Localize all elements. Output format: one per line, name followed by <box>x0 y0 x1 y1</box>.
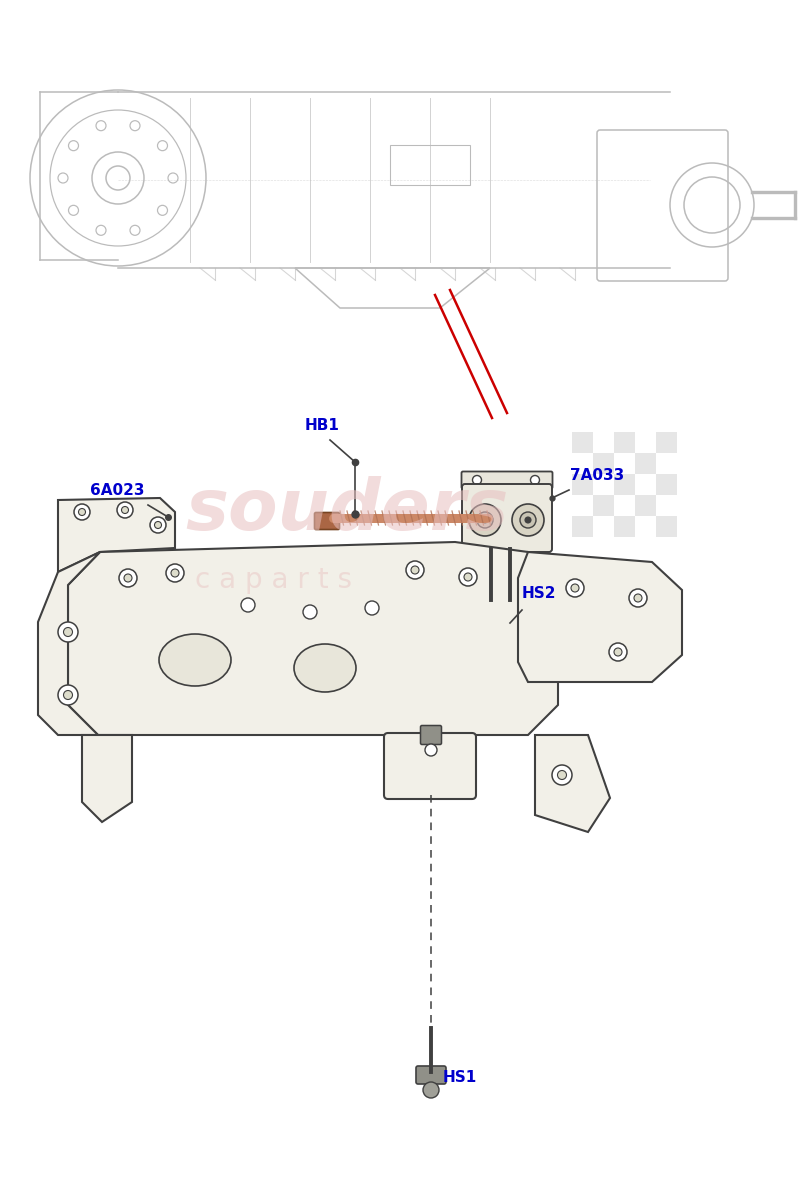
FancyBboxPatch shape <box>384 733 476 799</box>
FancyBboxPatch shape <box>462 484 552 552</box>
Bar <box>572 432 593 452</box>
Circle shape <box>122 506 129 514</box>
Circle shape <box>166 564 184 582</box>
Circle shape <box>459 568 477 586</box>
Circle shape <box>79 509 86 516</box>
Circle shape <box>124 574 132 582</box>
Text: c a p a r t s: c a p a r t s <box>195 566 352 594</box>
Polygon shape <box>518 552 682 682</box>
Polygon shape <box>82 734 132 822</box>
Bar <box>390 145 470 185</box>
Bar <box>572 516 593 538</box>
Circle shape <box>609 643 627 661</box>
Circle shape <box>477 512 493 528</box>
Circle shape <box>63 628 73 636</box>
Text: HS2: HS2 <box>522 586 556 601</box>
Circle shape <box>634 594 642 602</box>
Circle shape <box>155 522 161 528</box>
FancyBboxPatch shape <box>462 472 552 488</box>
Bar <box>635 494 656 516</box>
Circle shape <box>365 601 379 614</box>
Circle shape <box>531 475 539 485</box>
Circle shape <box>119 569 137 587</box>
Circle shape <box>552 766 572 785</box>
Polygon shape <box>38 552 100 734</box>
FancyBboxPatch shape <box>416 1066 446 1084</box>
Text: HB1: HB1 <box>305 418 340 433</box>
Circle shape <box>520 512 536 528</box>
Text: HS1: HS1 <box>443 1070 477 1085</box>
Bar <box>656 432 677 452</box>
FancyBboxPatch shape <box>420 726 441 744</box>
Circle shape <box>117 502 133 518</box>
Bar <box>614 474 635 494</box>
Circle shape <box>485 610 497 622</box>
Bar <box>572 474 593 494</box>
Polygon shape <box>58 498 175 572</box>
Circle shape <box>423 1082 439 1098</box>
Circle shape <box>303 605 317 619</box>
Circle shape <box>150 517 166 533</box>
Circle shape <box>566 578 584 596</box>
Circle shape <box>557 770 566 780</box>
Circle shape <box>241 598 255 612</box>
Bar <box>614 516 635 538</box>
Circle shape <box>504 610 516 622</box>
Bar <box>656 516 677 538</box>
FancyBboxPatch shape <box>483 594 499 607</box>
Circle shape <box>482 517 488 523</box>
Text: 7A033: 7A033 <box>570 468 625 482</box>
Circle shape <box>58 622 78 642</box>
Text: souders: souders <box>185 476 509 545</box>
Circle shape <box>63 690 73 700</box>
Circle shape <box>171 569 179 577</box>
FancyBboxPatch shape <box>314 512 339 529</box>
Bar <box>614 432 635 452</box>
Polygon shape <box>535 734 610 832</box>
Circle shape <box>464 572 472 581</box>
Polygon shape <box>68 542 558 734</box>
Circle shape <box>629 589 647 607</box>
Circle shape <box>512 504 544 536</box>
Bar <box>593 494 614 516</box>
Circle shape <box>469 504 501 536</box>
Bar <box>635 452 656 474</box>
Circle shape <box>58 685 78 704</box>
Circle shape <box>525 517 531 523</box>
Circle shape <box>571 584 579 592</box>
Text: 6A023: 6A023 <box>90 482 144 498</box>
Circle shape <box>425 744 437 756</box>
Ellipse shape <box>294 644 356 692</box>
Bar <box>656 474 677 494</box>
FancyBboxPatch shape <box>502 594 518 607</box>
Circle shape <box>411 566 419 574</box>
Circle shape <box>74 504 90 520</box>
Circle shape <box>406 560 424 578</box>
Circle shape <box>614 648 622 656</box>
Circle shape <box>472 475 481 485</box>
Bar <box>593 452 614 474</box>
Ellipse shape <box>159 634 231 686</box>
